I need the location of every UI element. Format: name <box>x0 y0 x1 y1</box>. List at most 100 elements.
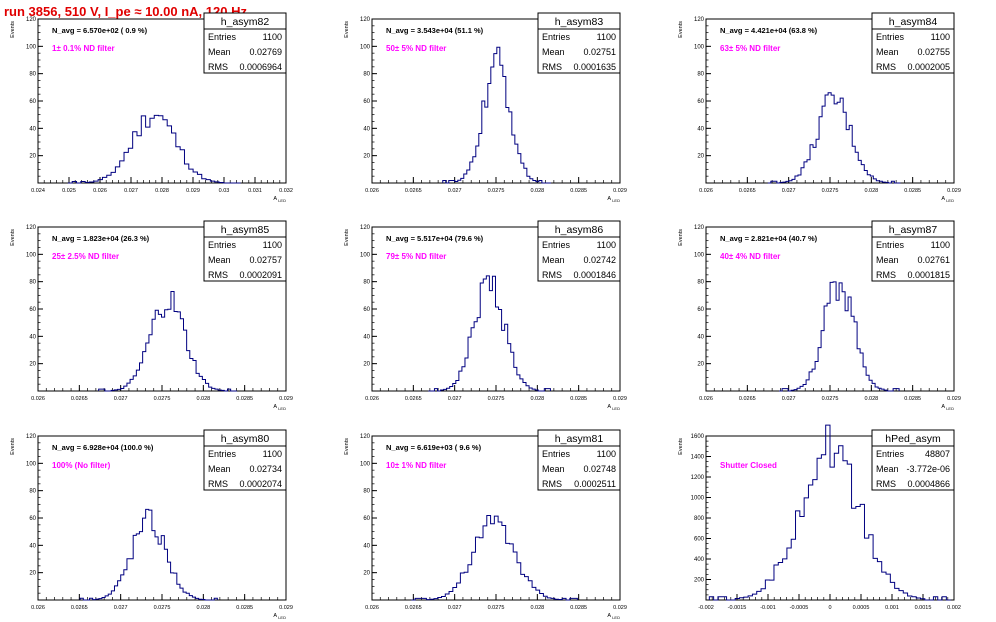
histogram-line <box>767 92 901 184</box>
y-tick-label: 120 <box>26 225 37 231</box>
x-tick-label: 0.027 <box>124 188 138 194</box>
y-tick-label: 120 <box>26 434 37 440</box>
y-tick-label: 80 <box>363 72 370 78</box>
histogram-line <box>411 514 578 601</box>
x-axis-subscript: LED <box>277 198 286 203</box>
y-tick-label: 40 <box>363 126 370 132</box>
filter-label: 100% (No filter) <box>52 461 111 470</box>
y-tick-label: 60 <box>363 516 370 522</box>
x-tick-label: 0.0265 <box>71 396 88 402</box>
x-tick-label: 0.026 <box>93 188 107 194</box>
histogram-panel-h_asym83: 20 40 60 80 100 120 0.026 0.0265 0.027 0.0275 0.02… <box>344 12 627 203</box>
stats-title: h_asym86 <box>555 224 604 236</box>
x-axis-subscript: LED <box>945 198 954 203</box>
y-tick-label: 400 <box>694 557 705 563</box>
x-tick-label: 0.026 <box>31 605 45 611</box>
y-tick-label: 60 <box>363 99 370 105</box>
histogram-panel-h_asym86: 20 40 60 80 100 120 0.026 0.0265 0.027 0.0275 0.02… <box>344 220 627 411</box>
x-tick-label: 0.026 <box>699 188 713 194</box>
x-tick-label: -0.0015 <box>728 605 747 611</box>
stats-value: 0.0002074 <box>239 479 282 489</box>
y-tick-label: 60 <box>29 516 36 522</box>
stats-box <box>203 12 287 74</box>
stats-key: Mean <box>542 464 565 474</box>
y-tick-label: 120 <box>360 17 371 23</box>
filter-label: 25± 2.5% ND filter <box>52 252 119 261</box>
stats-value: 1100 <box>931 240 950 250</box>
stats-title: h_asym83 <box>555 16 604 28</box>
stats-key: Entries <box>208 240 237 250</box>
y-tick-label: 100 <box>360 44 371 50</box>
x-tick-label: 0.0285 <box>570 605 587 611</box>
x-tick-label: 0.029 <box>613 396 627 402</box>
x-tick-label: 0.0265 <box>71 605 88 611</box>
x-tick-label: 0.031 <box>248 188 262 194</box>
x-tick-label: 0.028 <box>864 188 878 194</box>
stats-box <box>537 429 621 491</box>
y-tick-label: 120 <box>694 17 705 23</box>
x-tick-label: 0.029 <box>947 396 961 402</box>
stats-box <box>537 12 621 74</box>
y-tick-label: 120 <box>694 225 705 231</box>
x-tick-label: 0.028 <box>196 396 210 402</box>
x-tick-label: 0.026 <box>365 605 379 611</box>
stats-key: RMS <box>876 270 896 280</box>
x-axis-subscript: LED <box>611 615 620 620</box>
x-tick-label: 0.026 <box>699 396 713 402</box>
y-tick-label: 80 <box>697 280 704 286</box>
x-tick-label: 0.027 <box>448 396 462 402</box>
x-tick-label: 0.028 <box>530 396 544 402</box>
filter-label: 50± 5% ND filter <box>386 44 446 53</box>
stats-value: 0.02751 <box>583 47 616 57</box>
x-tick-label: -0.0005 <box>790 605 809 611</box>
x-tick-label: 0.0265 <box>739 396 756 402</box>
x-tick-label: 0.028 <box>530 188 544 194</box>
y-tick-label: 100 <box>26 252 37 258</box>
navg-label: N_avg = 5.517e+04 (79.6 %) <box>386 234 484 243</box>
stats-value: 1100 <box>263 449 282 459</box>
x-tick-label: 0.026 <box>31 396 45 402</box>
stats-title: h_asym84 <box>889 16 938 28</box>
stats-key: Entries <box>542 240 571 250</box>
y-tick-label: 100 <box>694 44 705 50</box>
stats-key: RMS <box>208 479 228 489</box>
x-tick-label: 0.0285 <box>236 605 253 611</box>
stats-title: h_asym81 <box>555 433 604 445</box>
x-tick-label: 0.0265 <box>405 188 422 194</box>
stats-title: hPed_asym <box>885 433 941 445</box>
navg-label: N_avg = 6.928e+04 (100.0 %) <box>52 443 154 452</box>
y-tick-label: 40 <box>29 126 36 132</box>
x-tick-label: 0.0285 <box>236 396 253 402</box>
x-tick-label: 0.029 <box>186 188 200 194</box>
x-tick-label: 0.029 <box>947 188 961 194</box>
x-axis-subscript: LED <box>611 198 620 203</box>
navg-label: N_avg = 6.619e+03 ( 9.6 %) <box>386 443 482 452</box>
x-axis-title: A LED <box>607 196 620 203</box>
histogram-line <box>779 281 900 392</box>
histogram-line <box>428 275 551 392</box>
stats-key: Mean <box>208 47 231 57</box>
x-axis-title: A LED <box>941 196 954 203</box>
x-tick-label: 0.0005 <box>853 605 870 611</box>
x-tick-label: -0.001 <box>760 605 776 611</box>
y-tick-label: 40 <box>29 334 36 340</box>
y-tick-label: 1000 <box>691 496 705 502</box>
stats-value: -3.772e-06 <box>906 464 950 474</box>
x-tick-label: 0.029 <box>613 605 627 611</box>
x-tick-label: -0.002 <box>698 605 714 611</box>
y-tick-label: 80 <box>363 280 370 286</box>
x-axis-subscript: LED <box>277 406 286 411</box>
x-tick-label: 0.027 <box>448 188 462 194</box>
filter-label: Shutter Closed <box>720 461 777 470</box>
x-tick-label: 0.028 <box>196 605 210 611</box>
stats-value: 0.0001846 <box>573 270 616 280</box>
x-tick-label: 0.026 <box>365 188 379 194</box>
stats-key: Entries <box>208 32 237 42</box>
y-tick-label: 20 <box>363 362 370 368</box>
y-tick-label: 120 <box>360 225 371 231</box>
navg-label: N_avg = 1.823e+04 (26.3 %) <box>52 234 150 243</box>
y-tick-label: 60 <box>29 307 36 313</box>
x-axis-subscript: LED <box>945 406 954 411</box>
x-tick-label: 0.0285 <box>570 188 587 194</box>
x-tick-label: 0 <box>828 605 831 611</box>
